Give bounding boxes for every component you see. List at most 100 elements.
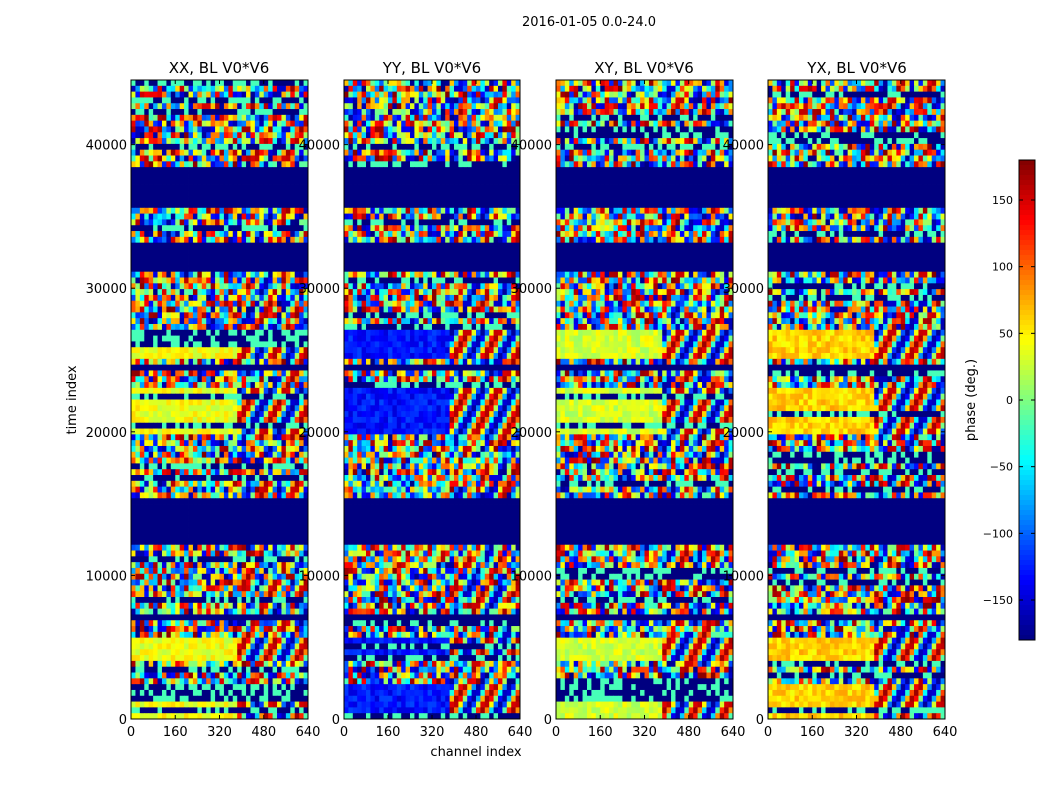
heatmap-cell [201, 236, 207, 244]
heatmap-cell [263, 556, 269, 563]
heatmap-cell [223, 695, 229, 702]
heatmap-cell [184, 364, 189, 371]
heatmap-cell [175, 707, 181, 714]
heatmap-cell [237, 265, 243, 273]
heatmap-cell [192, 132, 198, 139]
heatmap-cell [281, 225, 287, 232]
heatmap-cell [268, 405, 273, 412]
heatmap-cell [285, 236, 291, 244]
heatmap-cell [303, 573, 309, 580]
heatmap-cell [148, 695, 154, 702]
heatmap-cell [259, 213, 265, 220]
heatmap-cell [179, 114, 185, 122]
heatmap-cell [179, 80, 185, 87]
heatmap-cell [210, 289, 216, 296]
heatmap-cell [344, 120, 349, 127]
heatmap-cell [303, 103, 309, 110]
heatmap-cell [259, 207, 265, 215]
heatmap-cell [241, 434, 247, 441]
heatmap-cell [299, 341, 304, 348]
heatmap-cell [303, 684, 309, 691]
heatmap-cell [131, 591, 136, 598]
heatmap-cell [277, 190, 282, 197]
heatmap-cell [206, 637, 212, 644]
heatmap-cell [277, 480, 282, 488]
heatmap-cell [396, 109, 402, 116]
heatmap-cell [215, 91, 220, 98]
heatmap-cell [184, 713, 189, 720]
heatmap-cell [153, 515, 158, 522]
heatmap-cell [157, 620, 163, 627]
heatmap-cell [254, 469, 260, 476]
heatmap-cell [241, 655, 247, 662]
heatmap-cell [294, 399, 300, 406]
heatmap-cell [277, 358, 282, 366]
heatmap-cell [170, 219, 176, 226]
heatmap-cell [272, 109, 278, 116]
heatmap-cell [223, 91, 229, 98]
heatmap-cell [179, 143, 185, 151]
heatmap-cell [374, 126, 380, 133]
heatmap-cell [215, 504, 220, 511]
heatmap-cell [206, 643, 212, 650]
heatmap-cell [272, 457, 278, 464]
heatmap-cell [197, 713, 203, 720]
heatmap-cell [277, 213, 282, 220]
heatmap-cell [131, 97, 136, 104]
heatmap-cell [153, 602, 158, 610]
heatmap-cell [268, 178, 273, 185]
heatmap-cell [166, 457, 172, 464]
heatmap-cell [254, 713, 260, 720]
heatmap-cell [148, 689, 154, 697]
heatmap-cell [210, 689, 216, 697]
heatmap-cell [135, 434, 141, 441]
heatmap-cell [299, 260, 304, 267]
heatmap-cell [476, 109, 481, 116]
heatmap-cell [366, 91, 371, 98]
heatmap-cell [361, 91, 367, 98]
heatmap-cell [201, 637, 207, 644]
heatmap-cell [206, 533, 212, 540]
heatmap-cell [290, 370, 296, 377]
heatmap-cell [131, 91, 136, 98]
heatmap-cell [188, 428, 194, 435]
heatmap-cell [502, 155, 508, 162]
heatmap-cell [219, 422, 225, 429]
heatmap-cell [250, 643, 256, 650]
heatmap-cell [223, 486, 229, 493]
heatmap-cell [370, 97, 376, 104]
heatmap-cell [210, 655, 216, 662]
heatmap-cell [303, 597, 309, 604]
heatmap-cell [219, 207, 225, 215]
heatmap-cell [215, 666, 220, 673]
heatmap-cell [131, 376, 136, 383]
heatmap-cell [170, 399, 176, 406]
heatmap-cell [170, 567, 176, 575]
heatmap-cell [153, 411, 158, 418]
heatmap-cell [237, 701, 243, 708]
heatmap-cell [135, 347, 141, 354]
heatmap-cell [299, 533, 304, 540]
heatmap-cell [250, 190, 256, 197]
heatmap-cell [480, 138, 486, 145]
heatmap-cell [352, 103, 358, 110]
heatmap-cell [281, 399, 287, 406]
heatmap-cell [281, 341, 287, 348]
heatmap-cell [144, 172, 150, 180]
heatmap-cell [170, 591, 176, 598]
heatmap-cell [246, 498, 251, 505]
heatmap-cell [285, 347, 291, 354]
heatmap-cell [232, 475, 238, 482]
heatmap-cell [277, 445, 282, 453]
heatmap-cell [272, 323, 278, 331]
heatmap-cell [206, 207, 212, 215]
heatmap-cell [166, 149, 172, 156]
heatmap-cell [161, 498, 167, 505]
heatmap-cell [184, 225, 189, 232]
heatmap-cell [144, 672, 150, 679]
heatmap-cell [148, 475, 154, 482]
heatmap-cell [139, 213, 145, 220]
heatmap-cell [144, 358, 150, 366]
heatmap-cell [228, 608, 234, 615]
heatmap-cell [170, 201, 176, 209]
